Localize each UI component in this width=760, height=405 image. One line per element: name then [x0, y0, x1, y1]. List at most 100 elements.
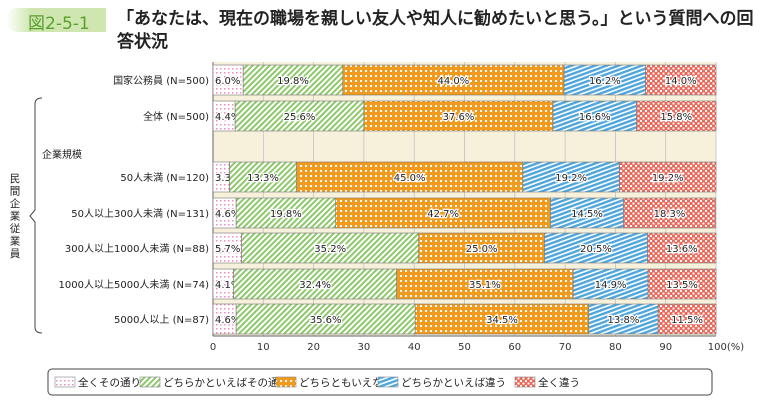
data-label: 5.7% [215, 244, 240, 255]
data-label: 19.8% [277, 76, 309, 87]
category-label: 5000人以上 (N=87) [114, 314, 209, 326]
data-label: 14.0% [665, 76, 697, 87]
bar-segment [212, 232, 242, 264]
group-label-char: 員 [10, 248, 21, 260]
data-label: 19.2% [555, 173, 587, 184]
category-label: 50人未満 (N=120) [120, 172, 209, 184]
data-label: 4.4% [215, 112, 240, 123]
legend-label: どちらかといえばその通り [163, 377, 289, 389]
data-label: 14.5% [571, 209, 603, 220]
legend-label: どちらかといえば違う [401, 376, 506, 389]
bar-segment [212, 64, 244, 96]
legend-swatch [514, 376, 536, 388]
x-tick-label: 20 [307, 342, 320, 353]
group-label-char: 民 [10, 173, 21, 185]
bar-segment [619, 161, 717, 193]
category-label: 300人以上1000人未満 (N=88) [65, 243, 209, 255]
legend-swatch [139, 376, 161, 388]
data-label: 35.1% [469, 280, 501, 291]
data-label: 13.8% [608, 315, 640, 326]
data-label: 16.2% [589, 76, 621, 87]
bar-segment [241, 232, 420, 264]
data-label: 13.3% [247, 173, 279, 184]
x-tick-label: 70 [559, 342, 572, 353]
figure-badge [6, 8, 106, 32]
bar-segment [235, 303, 416, 335]
bar-segment [363, 100, 554, 132]
bar-segment [647, 268, 717, 300]
data-label: 13.6% [666, 244, 698, 255]
group-label-char: 間 [10, 186, 21, 198]
bar-segment [550, 197, 624, 229]
data-label: 13.5% [666, 280, 698, 291]
bar-segment [563, 64, 646, 96]
category-label: 全体 (N=500) [143, 110, 209, 123]
x-tick-label: 100(%) [708, 342, 744, 353]
bar-segment [623, 197, 716, 229]
bar-segment [229, 161, 297, 193]
bar-segment [233, 268, 397, 300]
data-label: 14.9% [595, 280, 627, 291]
group-label-char: 業 [10, 235, 21, 248]
bar-segment [522, 161, 620, 193]
bar-segment [414, 303, 590, 335]
data-label: 6.0% [215, 76, 240, 87]
data-label: 37.6% [443, 112, 475, 123]
bar-segment [235, 197, 337, 229]
data-label: 4.6% [215, 209, 240, 220]
bar-segment [647, 232, 717, 264]
x-tick-label: 90 [659, 342, 672, 353]
x-tick-label: 10 [257, 342, 270, 353]
x-tick-label: 40 [408, 342, 421, 353]
bar-segment [636, 100, 717, 132]
chart-title: 「あなたは、現在の職場を親しい友人や知人に勧めたいと思う。」という質問への回答状… [117, 9, 754, 52]
data-label: 11.5% [671, 315, 703, 326]
group-bracket [29, 97, 43, 334]
legend-swatch [275, 376, 297, 388]
legend-label: 全く違う [538, 376, 580, 389]
x-tick-label: 30 [358, 342, 371, 353]
group-label-char: 業 [10, 210, 21, 223]
data-label: 32.4% [299, 280, 331, 291]
category-label: 1000人以上5000人未満 (N=74) [59, 279, 210, 291]
bar-segment [296, 161, 524, 193]
bar-segment [588, 303, 659, 335]
bar-segment [657, 303, 717, 335]
data-label: 4.6% [215, 315, 240, 326]
data-label: 35.2% [314, 244, 346, 255]
bar-segment [418, 232, 545, 264]
data-label: 19.8% [270, 209, 302, 220]
bar-segment [342, 64, 565, 96]
data-label: 16.6% [579, 112, 611, 123]
legend-swatch [377, 376, 399, 388]
subgroup-label: 企業規模 [42, 148, 82, 161]
x-tick-label: 60 [508, 342, 521, 353]
x-tick-label: 50 [458, 342, 471, 353]
bar-segment [242, 64, 344, 96]
data-label: 44.0% [438, 76, 470, 87]
bar-segment [234, 100, 365, 132]
bar-segment [645, 64, 717, 96]
group-label-char: 従 [10, 222, 21, 235]
data-label: 42.7% [427, 209, 459, 220]
legend-swatch [54, 376, 76, 388]
legend-label: どちらともいえない [299, 377, 393, 389]
data-label: 34.5% [486, 315, 518, 326]
x-tick-label: 80 [609, 342, 622, 353]
data-label: 19.2% [652, 173, 684, 184]
category-label: 50人以上300人未満 (N=131) [71, 208, 209, 220]
data-label: 18.3% [654, 209, 686, 220]
bar-segment [572, 268, 649, 300]
data-label: 25.0% [466, 244, 498, 255]
legend-label: 全くその通り [78, 376, 141, 389]
data-label: 45.0% [394, 173, 426, 184]
data-label: 25.6% [284, 112, 316, 123]
bar-segment [552, 100, 637, 132]
data-label: 35.6% [310, 315, 342, 326]
figure-number: 図2-5-1 [28, 14, 90, 34]
data-label: 15.8% [660, 112, 692, 123]
group-label-char: 企 [10, 197, 21, 210]
category-label: 国家公務員 (N=500) [113, 74, 209, 87]
